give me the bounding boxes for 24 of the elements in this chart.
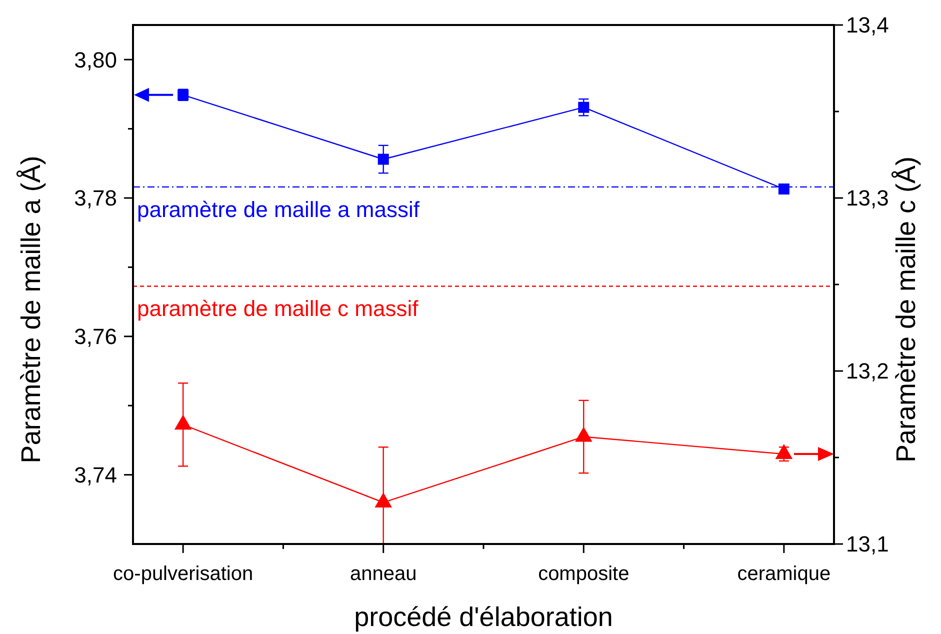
y-tick-label: 3,78 [74, 186, 117, 211]
point [775, 444, 793, 460]
x-tick-label: composite [538, 563, 630, 585]
x-tick-label: anneau [350, 563, 417, 585]
y-tick-label: 3,76 [74, 324, 117, 350]
ref-line-label: paramètre de maille c massif [137, 296, 420, 322]
x-tick-label: co-pulverisation [113, 563, 254, 585]
x-tick-label: ceramique [737, 563, 831, 585]
y2-axis-title: Paramètre de maille c (Å) [891, 156, 921, 463]
y-tick-label: 3,74 [74, 462, 117, 488]
x-axis-title: procédé d'élaboration [354, 602, 613, 632]
y2-tick-label: 13,1 [846, 532, 889, 557]
point [378, 154, 389, 165]
y-axis-title: Paramètre de maille a (Å) [16, 156, 46, 464]
y2-tick-label: 13,4 [846, 12, 889, 38]
point [778, 184, 790, 195]
point [374, 492, 392, 508]
point [578, 102, 590, 113]
point [574, 426, 592, 442]
y2-tick-label: 13,3 [846, 186, 889, 211]
y-tick-label: 3,80 [74, 47, 117, 72]
point [174, 414, 192, 430]
ref-line-label: paramètre de maille a massif [137, 196, 420, 222]
y2-tick-label: 13,2 [846, 358, 889, 384]
